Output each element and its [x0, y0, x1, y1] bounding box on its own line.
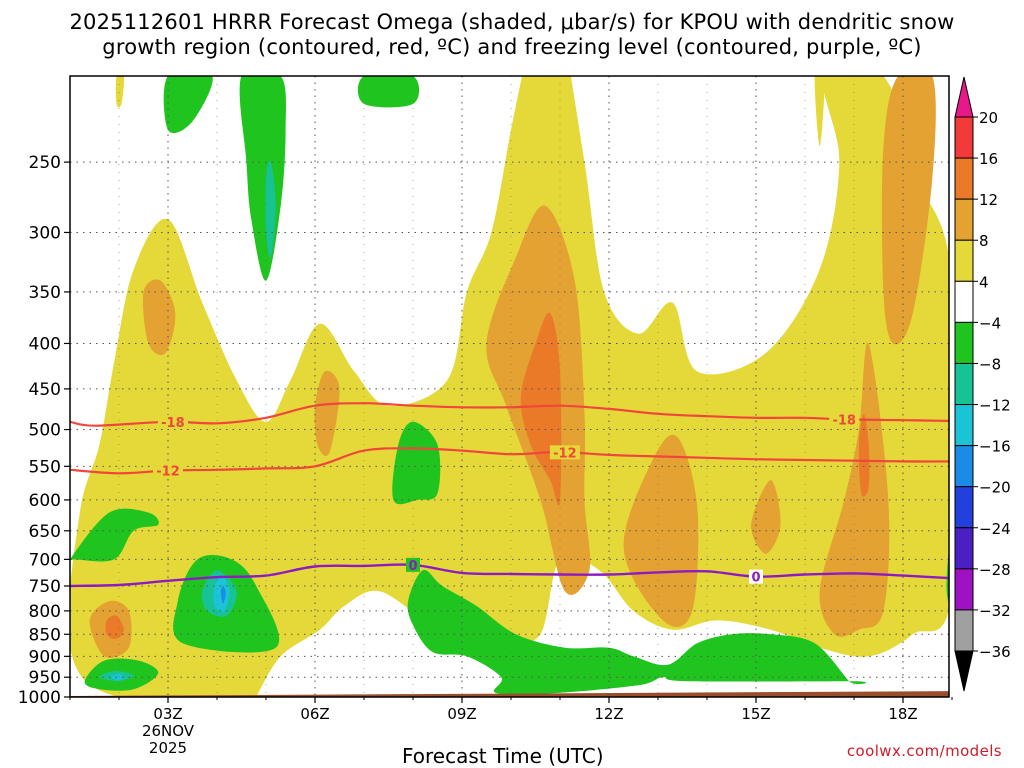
- colorbar-label-neg36: −36: [979, 643, 1011, 661]
- x-tick-label-03Z: 03Z: [153, 705, 182, 723]
- x-tick-label-12Z: 12Z: [594, 705, 623, 723]
- omega-region-8-9: [819, 342, 890, 637]
- colorbar-box-9: [954, 486, 974, 529]
- y-tick-label-550: 550: [29, 457, 61, 477]
- omega-region-12-11: [105, 615, 124, 639]
- x-tick-label-06Z: 06Z: [300, 705, 329, 723]
- x-tick-label-09Z: 09Z: [447, 705, 476, 723]
- colorbar-top-arrow: [954, 76, 974, 118]
- omega-region-neg8-23: [265, 160, 276, 259]
- dgz-label--18-1-knockout: [829, 412, 860, 427]
- omega-region-neg12-27: [111, 673, 124, 681]
- colorbar-box-2: [954, 198, 974, 241]
- y-tick-label-1000: 1000: [18, 688, 61, 708]
- colorbar-box-7: [954, 404, 974, 447]
- dgz-label--18-0-knockout: [157, 414, 188, 429]
- y-tick-label-250: 250: [29, 153, 61, 173]
- colorbar-label-neg28: −28: [979, 561, 1011, 579]
- x-tick-year: 2025: [149, 739, 187, 757]
- contour-lines: [70, 402, 949, 588]
- omega-shading: [70, 76, 949, 697]
- freezing-label-1-knockout: [749, 569, 763, 584]
- colorbar-box-8: [954, 445, 974, 488]
- colorbar-label-neg20: −20: [979, 479, 1011, 497]
- colorbar-label-20: 20: [979, 109, 998, 127]
- y-tick-label-850: 850: [29, 625, 61, 645]
- omega-region-neg4-16: [357, 76, 420, 108]
- dgz-label--12-0-knockout: [153, 463, 183, 478]
- axes: 2503003504004505005506006507007508008509…: [18, 153, 953, 757]
- omega-region-8-3: [142, 279, 176, 356]
- y-tick-label-700: 700: [29, 550, 61, 570]
- y-tick-label-400: 400: [29, 334, 61, 354]
- dgz-label--12-1: -12: [553, 446, 577, 461]
- omega-region-12-13: [858, 413, 870, 497]
- colorbar-label-neg16: −16: [979, 438, 1011, 456]
- terrain-layer: [70, 691, 949, 697]
- x-axis-label: Forecast Time (UTC): [402, 744, 604, 768]
- colorbar-box-11: [954, 568, 974, 611]
- y-tick-label-300: 300: [29, 223, 61, 243]
- colorbar-label-4: 4: [979, 273, 989, 291]
- colorbar-label-neg24: −24: [979, 520, 1011, 538]
- omega-region-4-2: [814, 76, 825, 147]
- omega-region-neg16-28: [220, 585, 226, 604]
- omega-region-8-7: [623, 434, 699, 628]
- credit-link[interactable]: coolwx.com/models: [846, 742, 1002, 760]
- colorbar-box-10: [954, 527, 974, 570]
- colorbar-box-6: [954, 362, 974, 406]
- dgz-label--12-0: -12: [156, 465, 180, 480]
- colorbar-label-neg8: −8: [979, 355, 1001, 373]
- freezing-level-contour: [70, 563, 949, 588]
- omega-region-neg4-14: [163, 76, 213, 134]
- plot-frame: [69, 75, 950, 698]
- y-tick-label-450: 450: [29, 380, 61, 400]
- dgz-label--18-1: -18: [832, 413, 856, 428]
- dgz-contour--18: [70, 402, 949, 427]
- terrain: [70, 691, 949, 697]
- x-tick-label-18Z: 18Z: [888, 705, 917, 723]
- omega-region-neg4-17: [70, 508, 159, 562]
- colorbar-box-0: [954, 116, 974, 159]
- colorbar-label-16: 16: [979, 150, 998, 168]
- contour-labels: -18 -18 -12 -12 0 0: [153, 412, 860, 586]
- y-tick-label-750: 750: [29, 577, 61, 597]
- freezing-label-0-knockout: [406, 557, 420, 572]
- y-tick-label-800: 800: [29, 602, 61, 622]
- dgz-label--18-0: -18: [161, 416, 185, 431]
- y-tick-label-500: 500: [29, 421, 61, 441]
- colorbar-label-8: 8: [979, 232, 989, 250]
- colorbar-label-neg32: −32: [979, 602, 1011, 620]
- colorbar-label-neg12: −12: [979, 397, 1011, 415]
- omega-region-neg4-21: [407, 569, 867, 695]
- colorbar-box-5: [954, 321, 974, 364]
- colorbar-bottom-arrow: [954, 650, 974, 692]
- omega-region-4-1: [115, 76, 125, 108]
- y-tick-label-650: 650: [29, 522, 61, 542]
- chart-title-line-1: 2025112601 HRRR Forecast Omega (shaded, …: [69, 10, 955, 34]
- y-tick-label-900: 900: [29, 647, 61, 667]
- omega-region-8-4: [314, 370, 340, 456]
- y-tick-label-950: 950: [29, 668, 61, 688]
- colorbar-box-12: [954, 609, 974, 652]
- colorbar: 20 16 12 8 4 −4 −8 −12 −16 −20 −24 −28 −32 −36: [954, 76, 1011, 692]
- y-tick-label-350: 350: [29, 283, 61, 303]
- colorbar-label-12: 12: [979, 191, 998, 209]
- freezing-label-1: 0: [751, 571, 760, 586]
- omega-region-neg4-20: [392, 421, 441, 505]
- dgz-contour--12: [70, 447, 949, 475]
- x-tick-label-15Z: 15Z: [741, 705, 770, 723]
- chart-title-line-2: growth region (contoured, red, ºC) and f…: [102, 35, 922, 59]
- dgz-label--12-1-knockout: [549, 445, 580, 460]
- freezing-label-0: 0: [408, 559, 417, 574]
- omega-region-8-10: [881, 76, 936, 345]
- colorbar-box-3: [954, 239, 974, 282]
- colorbar-box-4: [954, 280, 974, 323]
- omega-region-8-8: [751, 480, 781, 554]
- colorbar-label-neg4: −4: [979, 314, 1001, 332]
- x-tick-date: 26NOV: [142, 722, 195, 740]
- y-tick-label-600: 600: [29, 491, 61, 511]
- colorbar-box-1: [954, 157, 974, 200]
